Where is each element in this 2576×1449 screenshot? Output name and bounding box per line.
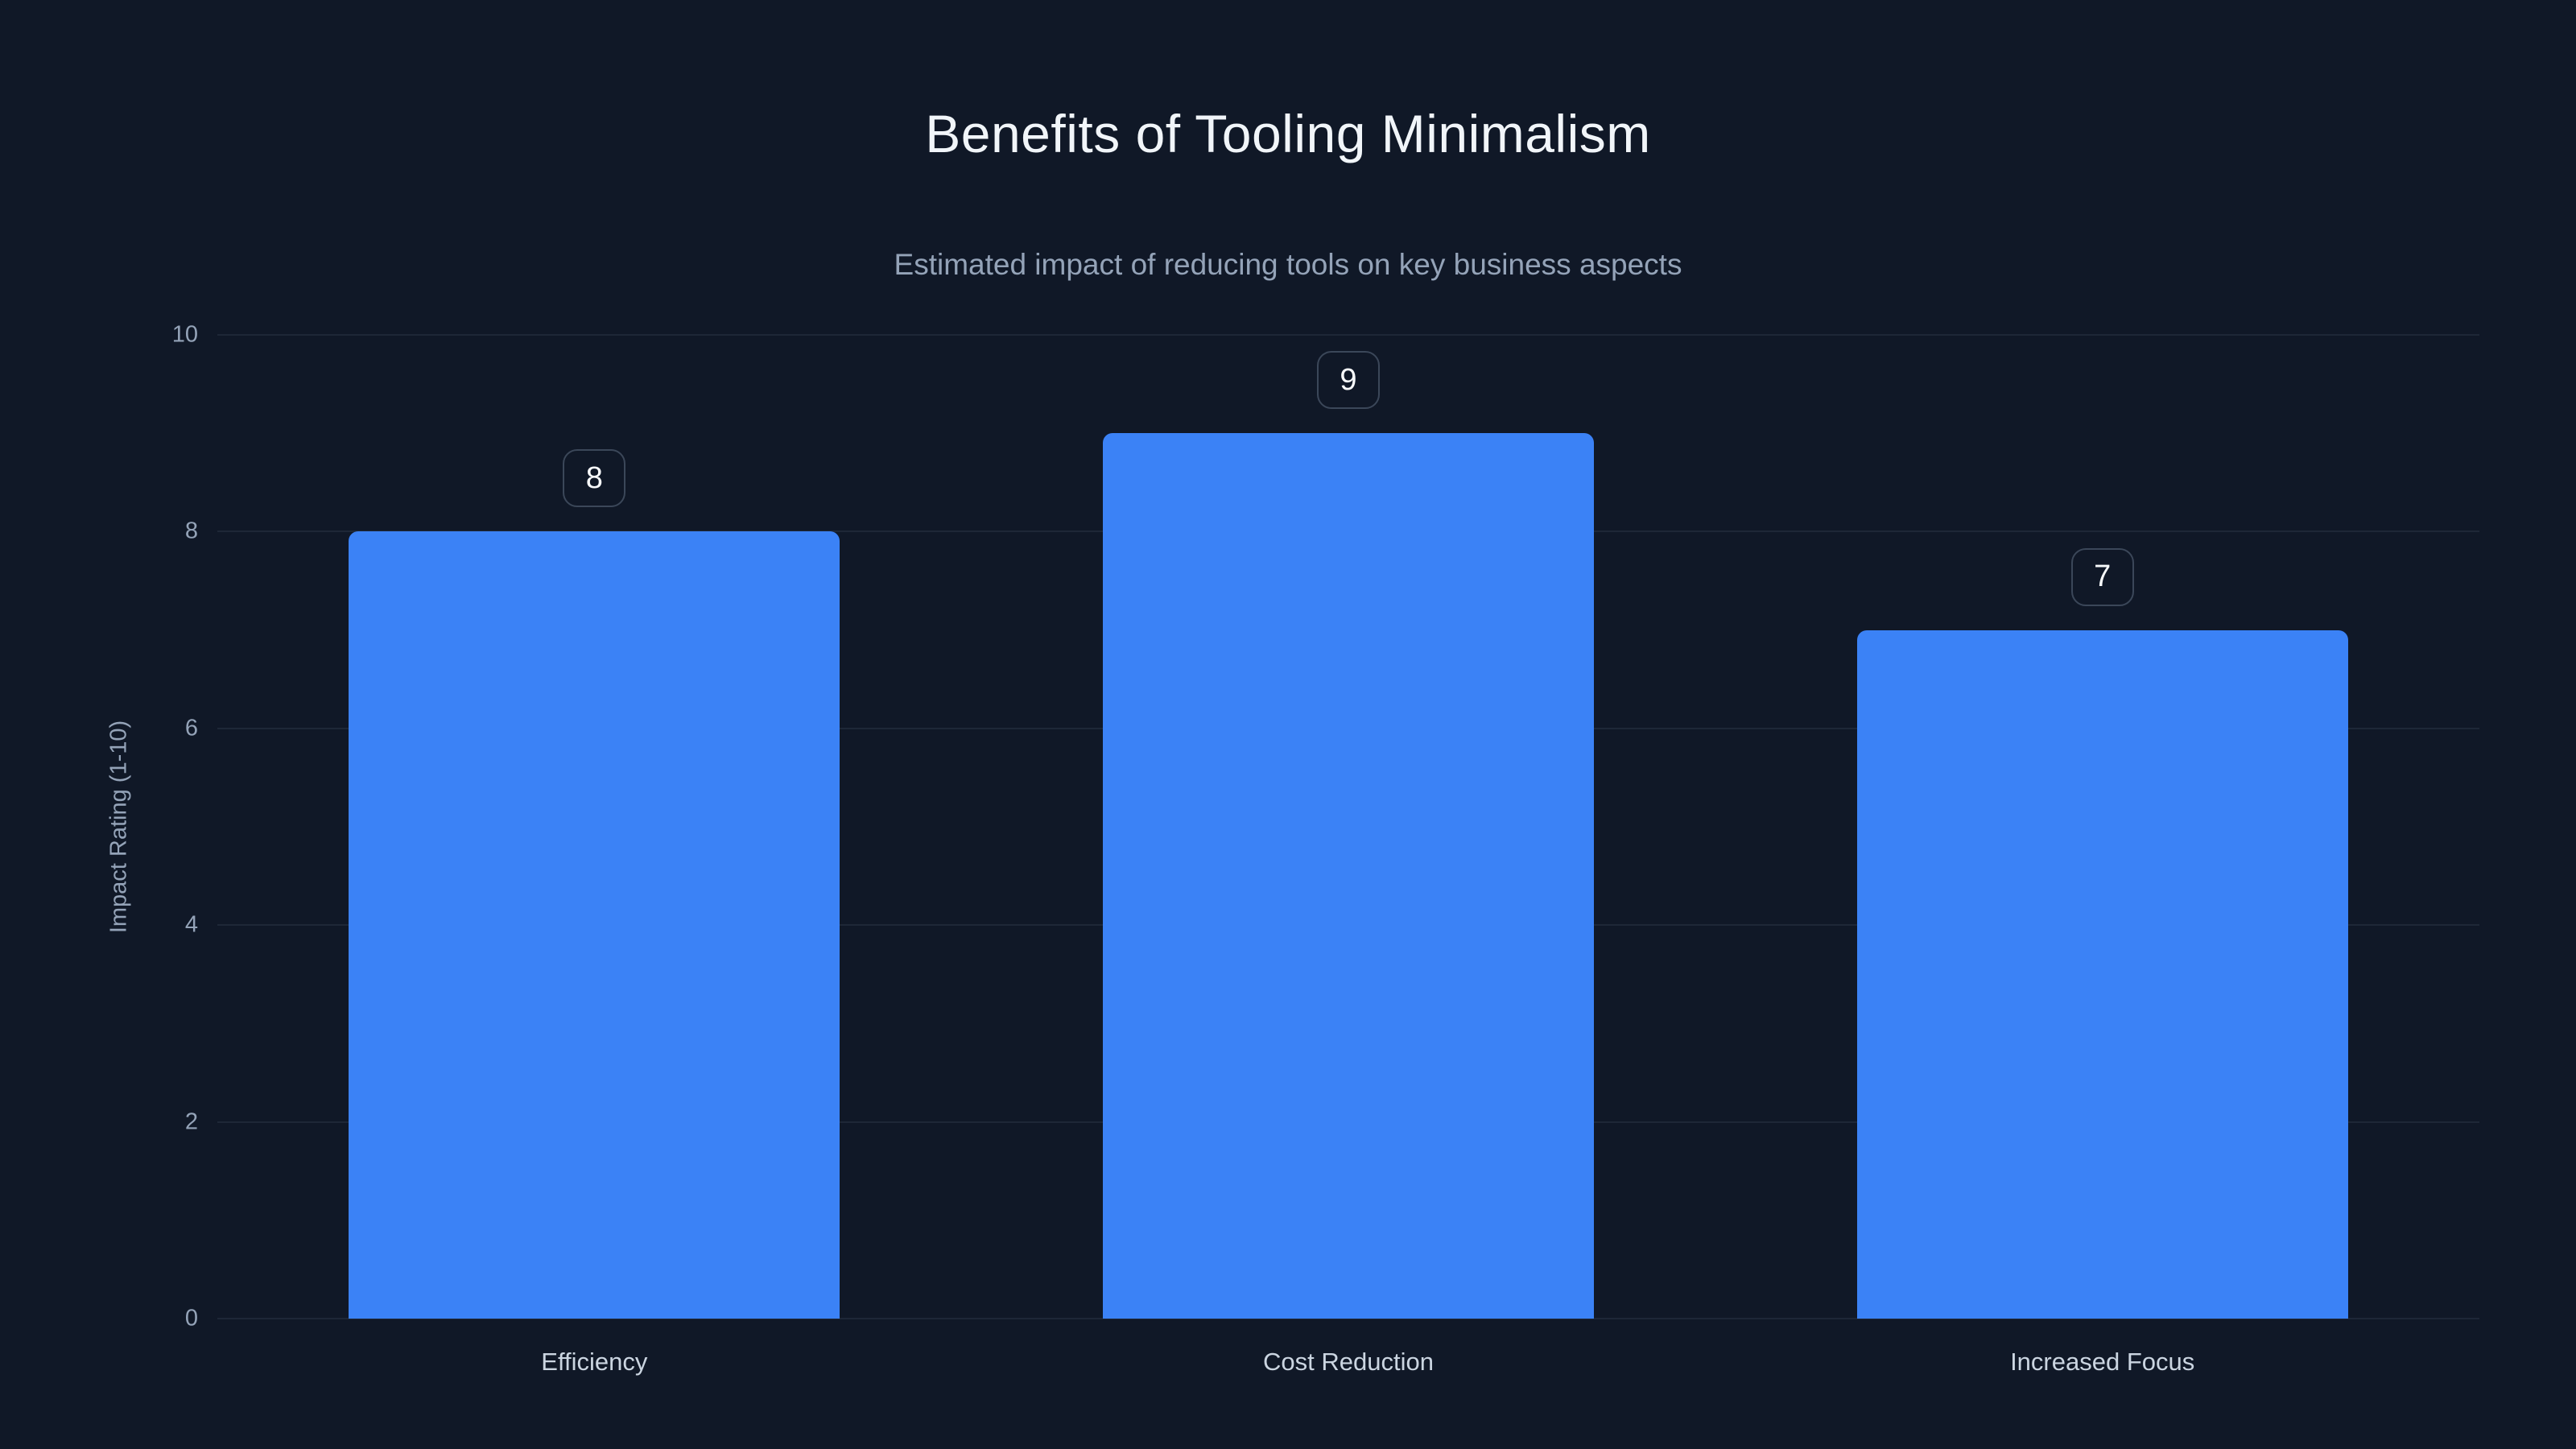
- y-axis-title: Impact Rating (1-10): [105, 720, 132, 934]
- gridline-y-0: [217, 1318, 2479, 1319]
- x-category-label-increased-focus: Increased Focus: [2010, 1348, 2195, 1376]
- page-subtitle: Estimated impact of reducing tools on ke…: [894, 248, 1682, 281]
- value-badge-cost-reduction: 9: [1317, 351, 1380, 410]
- bar-increased-focus: [1856, 630, 2348, 1319]
- x-category-label-cost-reduction: Cost Reduction: [1263, 1348, 1434, 1376]
- y-tick-label-0: 0: [184, 1305, 198, 1331]
- bar-cost-reduction: [1103, 433, 1594, 1319]
- gridline-y-10: [217, 334, 2479, 336]
- y-tick-label-6: 6: [184, 715, 198, 741]
- y-tick-label-8: 8: [184, 518, 198, 544]
- y-tick-label-2: 2: [184, 1108, 198, 1135]
- page-title: Benefits of Tooling Minimalism: [925, 104, 1651, 163]
- value-badge-increased-focus: 7: [2070, 547, 2134, 606]
- bar-chart-plot-area: 0 2 4 6 8 10 8 9 7 Efficiency Cost Reduction Incr…: [172, 322, 2479, 1376]
- bar-efficiency: [349, 531, 840, 1319]
- value-badge-efficiency: 8: [563, 449, 626, 508]
- x-category-label-efficiency: Efficiency: [541, 1348, 648, 1376]
- y-tick-label-4: 4: [184, 911, 198, 938]
- y-tick-label-10: 10: [171, 321, 198, 348]
